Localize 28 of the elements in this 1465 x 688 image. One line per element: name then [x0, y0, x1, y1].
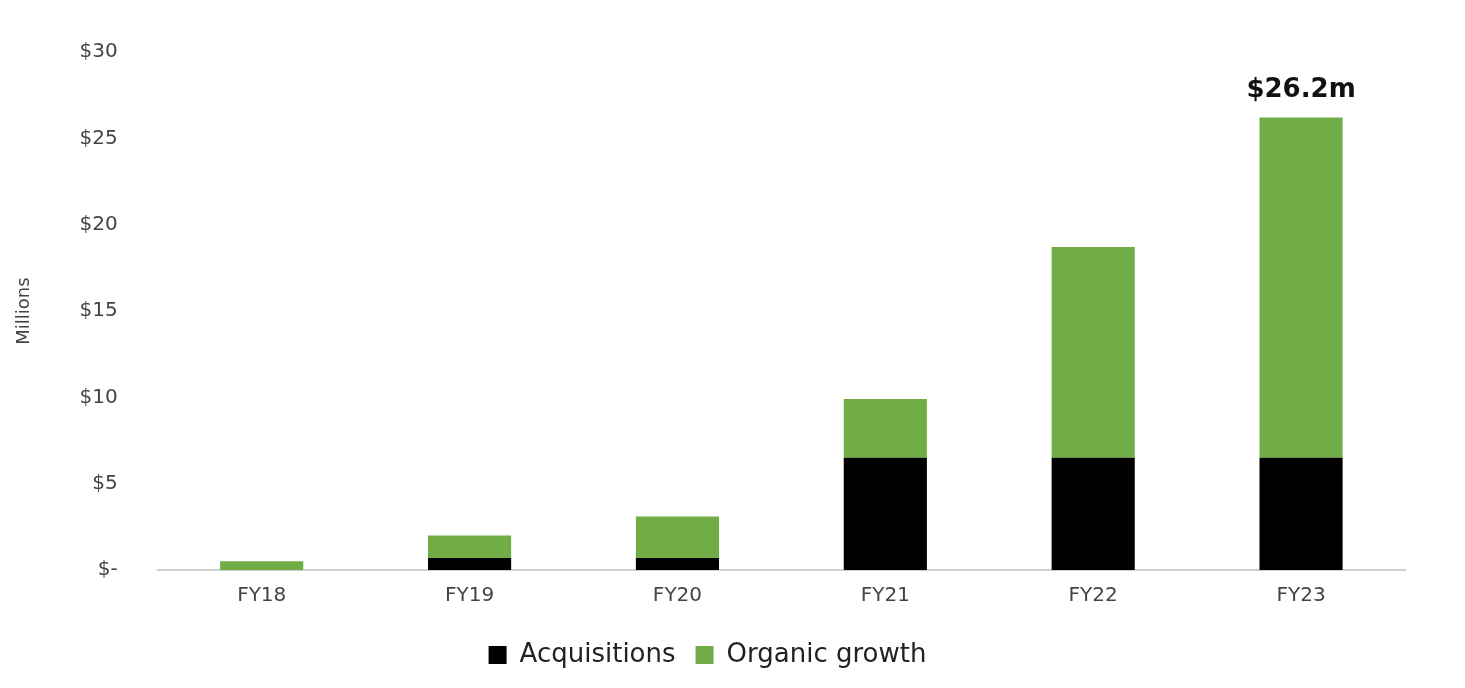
- y-tick-label: $5: [92, 469, 118, 494]
- x-tick-label: FY20: [652, 582, 703, 607]
- bar: [1051, 457, 1135, 570]
- x-tick-label: FY21: [860, 582, 910, 607]
- y-tick-label: $25: [79, 124, 118, 149]
- bar: [1259, 117, 1343, 458]
- y-tick-label: $15: [79, 297, 118, 322]
- legend-label: Acquisitions: [519, 637, 676, 668]
- y-tick-label: $10: [79, 383, 118, 408]
- y-tick-label: $-: [97, 556, 118, 581]
- y-tick-label: $30: [79, 38, 118, 63]
- bar: [220, 561, 304, 570]
- x-tick-label: FY18: [237, 582, 287, 607]
- bar: [1051, 247, 1135, 458]
- bar: [635, 557, 720, 570]
- x-tick-label: FY19: [444, 582, 495, 607]
- x-tick-label: FY23: [1276, 582, 1326, 607]
- bar: [428, 557, 512, 570]
- bar: [635, 516, 720, 558]
- bar: [843, 457, 927, 570]
- y-axis-title: Millions: [12, 277, 34, 345]
- x-tick-label: FY22: [1068, 582, 1118, 607]
- bar: [1259, 457, 1343, 570]
- annotation: $26.2m: [1246, 73, 1356, 104]
- bar: [843, 399, 927, 458]
- bar: [428, 535, 512, 558]
- legend-label: Organic growth: [726, 637, 927, 668]
- y-tick-label: $20: [79, 210, 118, 235]
